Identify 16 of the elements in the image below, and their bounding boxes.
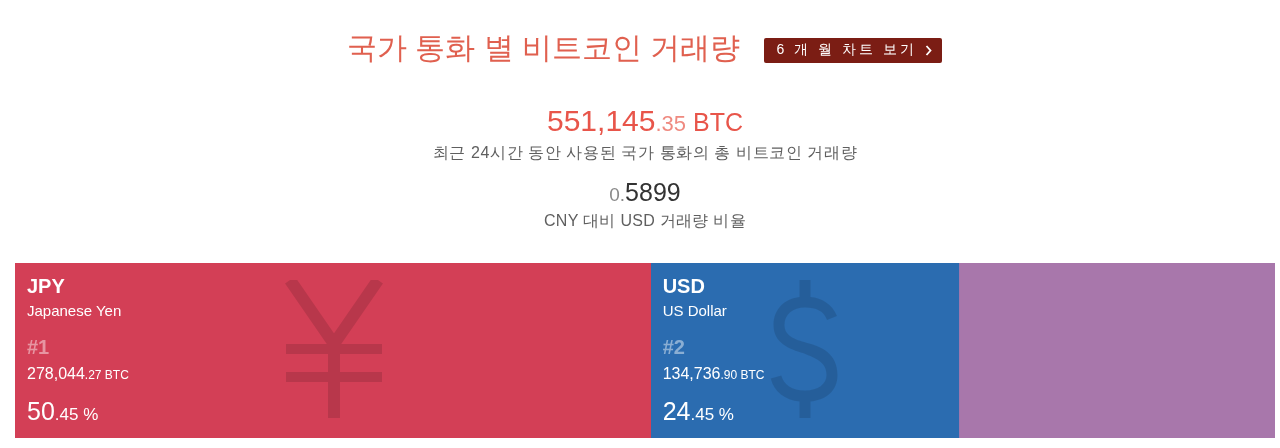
data-label: 24.45 % xyxy=(662,397,734,425)
annotation: US Dollar xyxy=(662,302,727,319)
text: 6 개 월 차트 보기 xyxy=(776,41,917,59)
annotation: #1 xyxy=(27,336,50,358)
text: 최근 24시간 동안 사용된 국가 통화의 총 비트코인 거래량 xyxy=(431,143,859,163)
data-label: 50.45 % xyxy=(27,397,99,425)
annotation: #2 xyxy=(662,336,685,358)
text: 0.5899 xyxy=(609,178,681,206)
annotation: Japanese Yen xyxy=(27,302,122,319)
series-label: JPY xyxy=(27,275,65,297)
annotation: 278,044.27 BTC xyxy=(27,365,129,382)
text: CNY 대비 USD 거래량 비율 xyxy=(542,211,748,231)
chart-title: 국가 통화 별 비트코인 거래량 xyxy=(347,30,741,66)
text: 551,145.35 BTC xyxy=(547,104,743,137)
series-label: USD xyxy=(662,275,705,297)
annotation: 134,736.90 BTC xyxy=(662,365,765,382)
